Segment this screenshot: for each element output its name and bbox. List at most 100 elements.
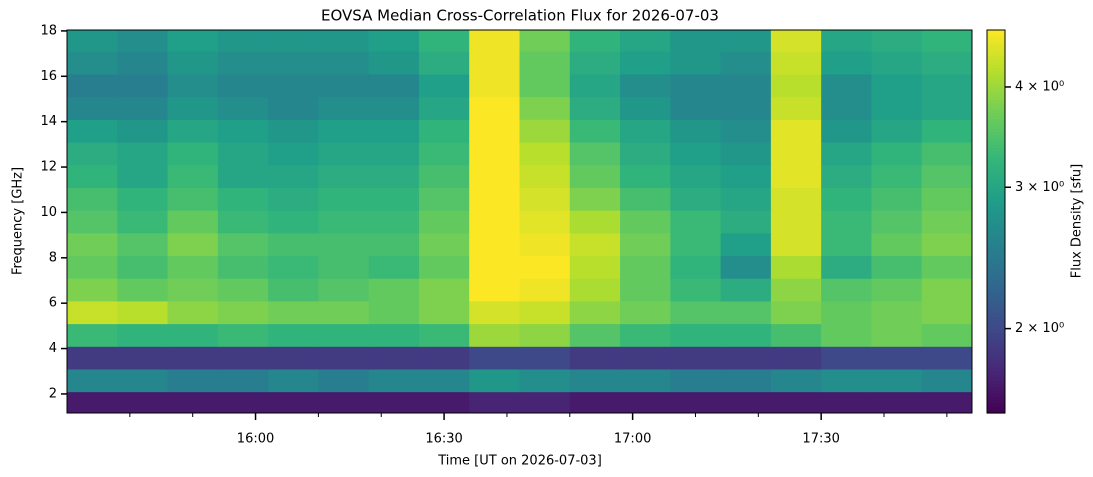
heatmap-cell (620, 278, 671, 302)
heatmap-cell (67, 164, 118, 188)
heatmap-cell (871, 346, 923, 370)
heatmap-cell (670, 278, 722, 302)
heatmap-cell (117, 164, 169, 188)
heatmap-cell (67, 142, 118, 166)
x-tick-label: 17:30 (802, 432, 839, 447)
y-tick-label: 10 (40, 205, 57, 220)
heatmap-cell (268, 300, 319, 325)
heatmap-cell (418, 96, 470, 120)
heatmap-cell (368, 368, 420, 393)
heatmap-cell (620, 30, 671, 52)
heatmap-cell (418, 323, 470, 347)
heatmap-cell (670, 30, 722, 52)
heatmap-cell (67, 119, 118, 143)
heatmap-cell (670, 187, 722, 211)
heatmap-cell (519, 232, 571, 257)
colorbar-swatch (987, 103, 1005, 108)
colorbar-swatch (987, 144, 1005, 149)
heatmap-cell (569, 119, 621, 143)
colorbar-swatch (987, 202, 1005, 207)
heatmap-cell (821, 368, 872, 393)
heatmap-cell (620, 74, 671, 98)
colorbar-swatch (987, 36, 1005, 41)
heatmap-cell (821, 210, 872, 234)
heatmap-cell (117, 346, 169, 370)
colorbar-swatch (987, 339, 1005, 344)
heatmap-cell (569, 323, 621, 347)
heatmap-cell (620, 300, 671, 325)
heatmap-cell (569, 74, 621, 98)
heatmap-cell (720, 391, 772, 414)
heatmap-cell (167, 96, 219, 120)
heatmap-cell (821, 74, 872, 98)
heatmap-cell (921, 232, 973, 257)
heatmap-cell (921, 346, 973, 370)
colorbar-swatch (987, 393, 1005, 398)
colorbar-swatch (987, 154, 1005, 159)
colorbar-swatch (987, 39, 1005, 44)
colorbar-swatch (987, 208, 1005, 213)
heatmap-cell (519, 30, 571, 52)
colorbar-swatch (987, 291, 1005, 296)
heatmap-cell (720, 74, 772, 98)
colorbar-swatch (987, 368, 1005, 373)
heatmap-cell (217, 51, 269, 75)
heatmap-cell (268, 51, 319, 75)
colorbar-swatch (987, 215, 1005, 219)
colorbar-swatch (987, 218, 1005, 223)
heatmap-cell (519, 96, 571, 120)
heatmap-cell (117, 368, 169, 393)
colorbar-swatch (987, 317, 1005, 322)
heatmap-cell (871, 232, 923, 257)
heatmap-cell (117, 300, 169, 325)
heatmap-cell (871, 391, 923, 414)
heatmap-cell (469, 391, 520, 414)
heatmap-cell (821, 96, 872, 120)
heatmap-cell (318, 96, 370, 120)
heatmap-cell (368, 96, 420, 120)
colorbar-swatch (987, 304, 1005, 309)
heatmap-cell (217, 232, 269, 257)
heatmap-cell (921, 74, 973, 98)
heatmap-cell (368, 323, 420, 347)
heatmap-cell (318, 210, 370, 234)
heatmap-cell (569, 278, 621, 302)
colorbar-swatch (987, 352, 1005, 357)
colorbar-swatch (987, 81, 1005, 85)
heatmap-cell (569, 187, 621, 211)
colorbar-swatch (987, 49, 1005, 53)
heatmap-cell (871, 210, 923, 234)
x-tick-label: 16:00 (237, 432, 274, 447)
heatmap-cell (720, 210, 772, 234)
heatmap-cell (569, 300, 621, 325)
heatmap-cell (469, 96, 520, 120)
heatmap-cell (368, 187, 420, 211)
colorbar-swatch (987, 301, 1005, 306)
heatmap-cell (921, 164, 973, 188)
heatmap-cell (670, 346, 722, 370)
heatmap-cell (519, 51, 571, 75)
heatmap-cell (318, 187, 370, 211)
heatmap-cell (519, 119, 571, 143)
heatmap-cell (469, 164, 520, 188)
heatmap-cell (217, 74, 269, 98)
heatmap-cell (167, 278, 219, 302)
colorbar-swatch (987, 349, 1005, 353)
heatmap-cell (167, 323, 219, 347)
heatmap-cell (268, 210, 319, 234)
y-tick-label: 14 (40, 114, 57, 129)
heatmap-cell (368, 119, 420, 143)
heatmap-cell (67, 368, 118, 393)
colorbar-swatch (987, 45, 1005, 50)
heatmap-cell (217, 210, 269, 234)
heatmap-cell (418, 278, 470, 302)
heatmap-cell (770, 278, 822, 302)
heatmap-cell (167, 51, 219, 75)
heatmap-cell (921, 119, 973, 143)
heatmap-cell (418, 30, 470, 52)
heatmap-cell (821, 30, 872, 52)
heatmap-cell (569, 164, 621, 188)
colorbar-swatch (987, 119, 1005, 124)
heatmap-cell (469, 119, 520, 143)
heatmap-cell (368, 300, 420, 325)
